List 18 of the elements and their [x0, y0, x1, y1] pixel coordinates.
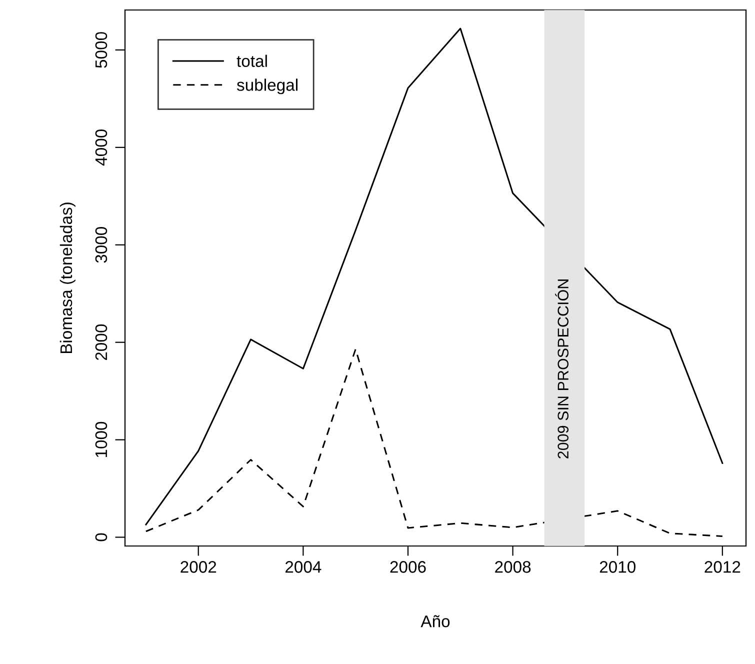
y-tick-label: 4000 [95, 130, 108, 166]
x-tick-label: 2004 [285, 561, 322, 573]
line-series [145, 28, 724, 526]
x-axis-title: Año [420, 615, 450, 628]
legend-label: sublegal [236, 78, 298, 94]
x-tick-label: 2008 [495, 561, 531, 573]
legend-label: total [236, 54, 267, 68]
x-tick-label: 2006 [390, 561, 426, 573]
y-tick-label: 3000 [95, 226, 108, 263]
x-tick-label: 2002 [180, 561, 216, 573]
y-tick-label: 5000 [95, 32, 108, 68]
y-tick-label: 2000 [95, 324, 108, 360]
y-tick-label: 0 [95, 533, 108, 542]
band-label: 2009 SIN PROSPECCIÓN [555, 280, 569, 458]
x-tick-label: 2010 [600, 561, 636, 573]
y-axis-title: Biomasa (toneladas) [60, 202, 76, 354]
x-tick-label: 2012 [704, 561, 740, 573]
y-tick-label: 1000 [95, 422, 108, 458]
